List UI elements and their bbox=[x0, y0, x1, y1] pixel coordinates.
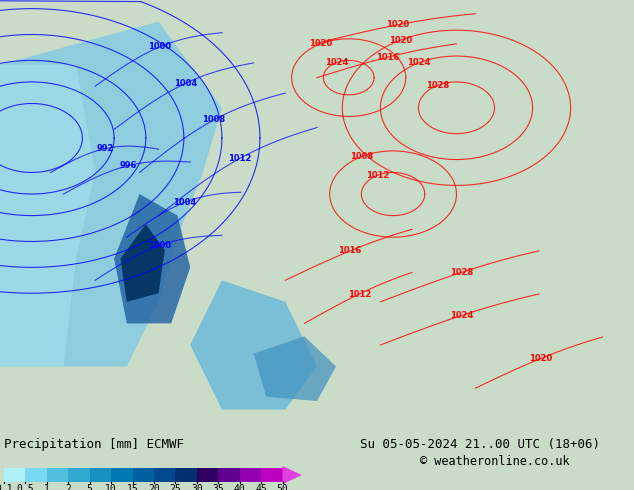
Bar bbox=[154, 468, 176, 482]
Polygon shape bbox=[190, 280, 317, 410]
Text: Su 05-05-2024 21..00 UTC (18+06): Su 05-05-2024 21..00 UTC (18+06) bbox=[360, 438, 600, 451]
Bar bbox=[176, 468, 197, 482]
Bar bbox=[90, 468, 111, 482]
Bar bbox=[4, 468, 25, 482]
Polygon shape bbox=[120, 224, 165, 302]
Bar bbox=[218, 468, 240, 482]
Text: 1020: 1020 bbox=[389, 36, 412, 45]
Text: Precipitation [mm] ECMWF: Precipitation [mm] ECMWF bbox=[4, 438, 184, 451]
Text: 1028: 1028 bbox=[450, 268, 473, 277]
Bar bbox=[68, 468, 90, 482]
Text: 2: 2 bbox=[65, 484, 71, 490]
Bar bbox=[261, 468, 283, 482]
Text: 1024: 1024 bbox=[325, 58, 348, 67]
Text: 1004: 1004 bbox=[174, 79, 197, 88]
Bar bbox=[47, 468, 68, 482]
Text: 1028: 1028 bbox=[426, 81, 450, 90]
Polygon shape bbox=[0, 22, 222, 367]
Text: 1: 1 bbox=[44, 484, 50, 490]
Text: 1024: 1024 bbox=[408, 58, 431, 67]
Text: © weatheronline.co.uk: © weatheronline.co.uk bbox=[420, 455, 569, 468]
Text: 30: 30 bbox=[191, 484, 203, 490]
Polygon shape bbox=[0, 65, 95, 367]
Text: 25: 25 bbox=[169, 484, 181, 490]
Text: 1008: 1008 bbox=[202, 116, 226, 124]
Text: 996: 996 bbox=[119, 161, 137, 170]
Text: 50: 50 bbox=[276, 484, 288, 490]
Text: 992: 992 bbox=[97, 144, 114, 153]
Text: 1000: 1000 bbox=[148, 43, 171, 51]
Text: 1012: 1012 bbox=[347, 290, 371, 298]
Text: 1020: 1020 bbox=[309, 39, 332, 49]
FancyArrow shape bbox=[283, 466, 302, 484]
Bar bbox=[111, 468, 133, 482]
Bar bbox=[133, 468, 154, 482]
Bar bbox=[240, 468, 261, 482]
Text: 5: 5 bbox=[87, 484, 93, 490]
Text: 45: 45 bbox=[256, 484, 267, 490]
Polygon shape bbox=[254, 336, 336, 401]
Text: 35: 35 bbox=[212, 484, 224, 490]
Text: 0.1: 0.1 bbox=[0, 484, 13, 490]
Text: 1016: 1016 bbox=[377, 52, 400, 62]
Text: 1024: 1024 bbox=[450, 311, 473, 320]
Text: 10: 10 bbox=[105, 484, 117, 490]
Text: 1008: 1008 bbox=[351, 152, 373, 161]
Polygon shape bbox=[114, 194, 190, 323]
Text: 20: 20 bbox=[148, 484, 160, 490]
Text: 15: 15 bbox=[127, 484, 138, 490]
Text: 1000: 1000 bbox=[148, 241, 171, 250]
Text: 40: 40 bbox=[234, 484, 245, 490]
Bar bbox=[197, 468, 218, 482]
Text: 1020: 1020 bbox=[386, 20, 410, 29]
Text: 0.5: 0.5 bbox=[16, 484, 34, 490]
Text: 1020: 1020 bbox=[529, 354, 552, 363]
Text: 1004: 1004 bbox=[174, 198, 197, 207]
Bar bbox=[25, 468, 47, 482]
Text: 1012: 1012 bbox=[366, 171, 389, 180]
Text: 1012: 1012 bbox=[228, 154, 251, 163]
Text: 1016: 1016 bbox=[339, 246, 361, 255]
